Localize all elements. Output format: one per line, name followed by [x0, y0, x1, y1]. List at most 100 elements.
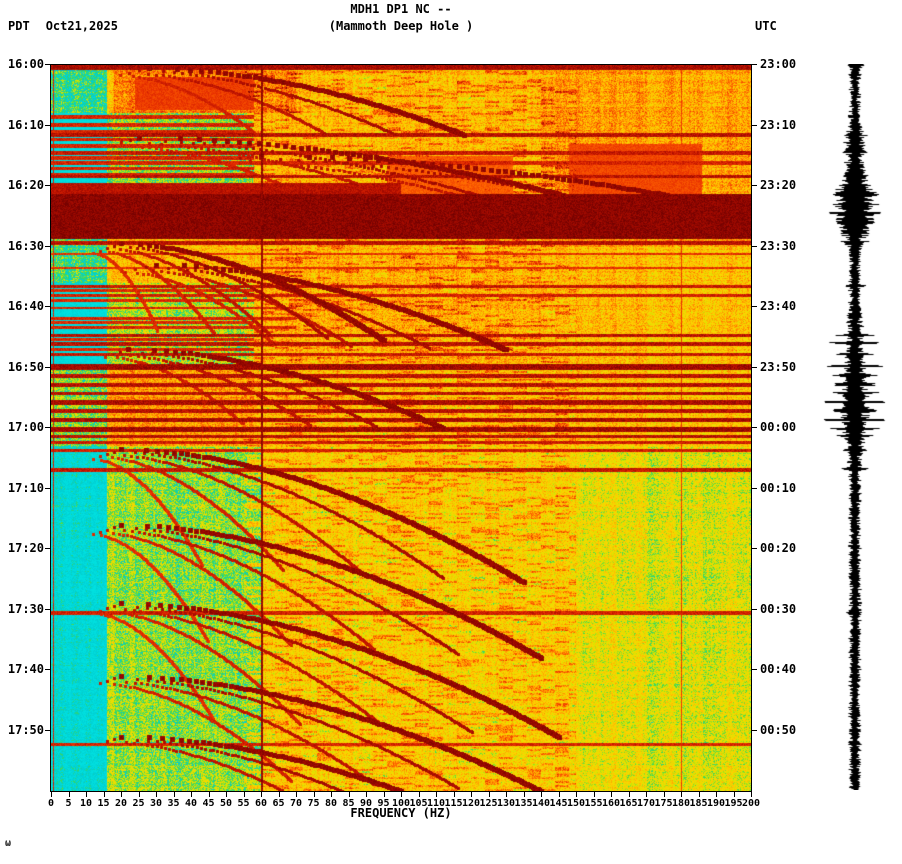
left-time-label: 16:50: [7, 359, 44, 374]
left-time-tick: [45, 427, 50, 428]
freq-tick: [191, 792, 192, 797]
freq-tick: [646, 792, 647, 797]
left-time-tick: [45, 306, 50, 307]
freq-tick: [611, 792, 612, 797]
right-time-tick: [752, 669, 757, 670]
freq-tick: [401, 792, 402, 797]
freq-tick: [243, 792, 245, 797]
freq-tick-label: 30: [149, 798, 163, 809]
right-time-label: 23:30: [760, 238, 797, 253]
freq-tick-label: 125: [479, 798, 498, 809]
freq-tick-label: 15: [97, 798, 110, 809]
freq-tick-label: 170: [636, 798, 656, 809]
right-time-tick: [752, 306, 757, 307]
left-time-tick: [45, 487, 50, 489]
freq-tick: [331, 792, 332, 797]
freq-tick-label: 5: [65, 798, 72, 809]
right-time-label: 00:10: [760, 480, 797, 495]
freq-tick: [348, 792, 350, 797]
left-time-label: 16:10: [7, 117, 44, 132]
freq-tick-label: 120: [461, 798, 481, 809]
freq-tick-label: 105: [409, 798, 428, 809]
left-time-label: 17:30: [7, 601, 44, 616]
freq-tick-label: 160: [601, 798, 621, 809]
freq-tick: [51, 792, 52, 797]
x-axis-label: FREQUENCY (HZ): [350, 806, 452, 820]
right-time-label: 00:20: [760, 541, 797, 555]
freq-tick: [681, 792, 682, 797]
freq-tick: [716, 792, 717, 797]
freq-tick: [523, 792, 525, 797]
freq-tick: [103, 792, 105, 797]
right-time-label: 00:50: [760, 722, 797, 737]
right-time-tick: [752, 185, 757, 186]
freq-tick: [506, 792, 507, 797]
freq-tick: [453, 792, 455, 797]
freq-tick-label: 35: [167, 798, 180, 809]
freq-tick: [86, 792, 87, 797]
left-time-tick: [45, 124, 50, 126]
freq-tick-label: 55: [237, 798, 250, 809]
right-timezone-label: UTC: [755, 19, 777, 33]
freq-tick: [733, 792, 735, 797]
freq-tick-label: 40: [184, 798, 198, 809]
left-time-label: 17:10: [7, 480, 44, 495]
freq-tick: [488, 792, 490, 797]
left-time-label: 16:30: [7, 238, 44, 253]
freq-tick-label: 65: [272, 798, 285, 809]
right-time-tick: [752, 427, 757, 428]
freq-tick-label: 95: [377, 798, 390, 809]
right-time-label: 00:40: [760, 662, 797, 676]
freq-tick-label: 20: [114, 798, 128, 809]
left-time-tick: [45, 669, 50, 670]
spectrogram-canvas: [51, 65, 751, 791]
freq-tick-label: 100: [391, 798, 411, 809]
left-timezone-label: PDT: [8, 19, 30, 33]
freq-tick-label: 115: [444, 798, 463, 809]
date-label: Oct21,2025: [45, 19, 118, 33]
freq-tick-label: 155: [584, 798, 603, 809]
seismogram-trace-canvas: [823, 64, 887, 790]
freq-tick: [156, 792, 157, 797]
right-time-tick: [752, 548, 757, 549]
right-time-label: 23:50: [760, 359, 797, 374]
left-time-tick: [45, 548, 50, 549]
freq-tick-label: 130: [496, 798, 516, 809]
right-time-tick: [752, 608, 757, 610]
freq-tick: [226, 792, 227, 797]
freq-tick: [383, 792, 385, 797]
freq-tick-label: 110: [426, 798, 446, 809]
freq-tick: [121, 792, 122, 797]
freq-tick: [628, 792, 630, 797]
right-time-label: 00:30: [760, 601, 797, 616]
left-time-label: 17:40: [7, 662, 44, 676]
freq-tick-label: 180: [671, 798, 691, 809]
freq-tick-label: 75: [307, 798, 320, 809]
left-time-label: 16:20: [7, 178, 44, 192]
freq-tick-label: 200: [741, 798, 761, 809]
freq-tick-label: 145: [549, 798, 568, 809]
right-time-tick: [752, 124, 757, 126]
freq-tick-label: 70: [289, 798, 303, 809]
left-time-tick: [45, 185, 50, 186]
freq-tick: [296, 792, 297, 797]
freq-tick-label: 175: [654, 798, 673, 809]
left-time-label: 17:00: [7, 420, 44, 434]
right-time-label: 23:10: [760, 117, 797, 132]
freq-tick: [68, 792, 70, 797]
freq-tick-label: 190: [706, 798, 726, 809]
freq-tick: [138, 792, 140, 797]
freq-tick-label: 45: [202, 798, 215, 809]
freq-tick: [261, 792, 262, 797]
freq-tick-label: 140: [531, 798, 551, 809]
freq-tick: [751, 792, 752, 797]
freq-tick: [558, 792, 560, 797]
freq-tick: [593, 792, 595, 797]
freq-tick-label: 10: [79, 798, 93, 809]
left-timezone-line: PDT Oct21,2025: [8, 19, 118, 33]
freq-tick: [541, 792, 542, 797]
left-time-label: 17:50: [7, 722, 44, 737]
right-time-tick: [752, 729, 757, 731]
freq-tick: [698, 792, 700, 797]
